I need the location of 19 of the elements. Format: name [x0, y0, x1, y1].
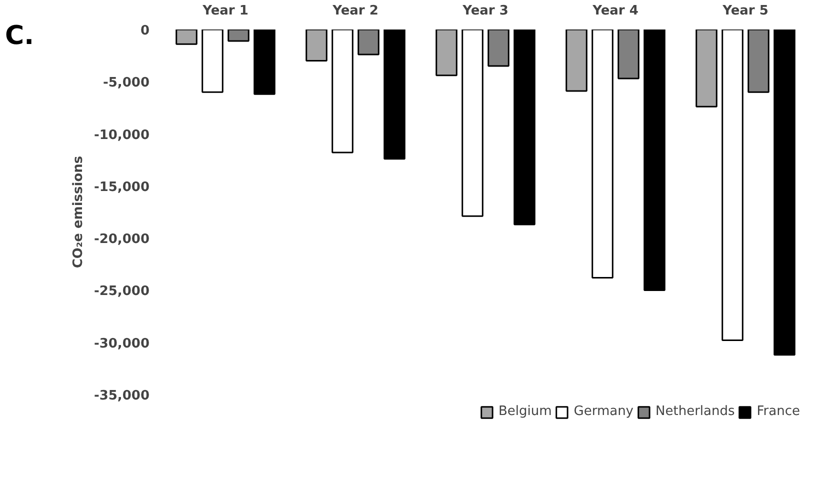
y-tick-label: -10,000	[94, 128, 150, 143]
x-tick-label: Year 3	[462, 4, 508, 18]
y-axis-title: CO₂e emissions	[70, 156, 86, 268]
y-tick-label: -5,000	[102, 76, 150, 91]
legend-label: Belgium	[498, 404, 552, 419]
y-tick-label: -25,000	[94, 284, 150, 300]
y-tick-label: -20,000	[94, 232, 150, 248]
text: C.	[5, 20, 34, 53]
y-tick-label: -35,000	[94, 388, 150, 404]
y-tick-label: 0	[140, 24, 150, 38]
x-tick-label: Year 2	[332, 4, 378, 18]
x-tick-label: Year 5	[722, 4, 768, 18]
legend-label: Germany	[574, 404, 634, 419]
legend-label: Netherlands	[656, 404, 735, 419]
x-tick-label: Year 1	[202, 4, 248, 18]
y-tick-label: -15,000	[94, 180, 150, 195]
y-tick-label: -30,000	[94, 336, 150, 352]
legend-label: France	[756, 404, 800, 419]
x-tick-label: Year 4	[592, 4, 638, 18]
